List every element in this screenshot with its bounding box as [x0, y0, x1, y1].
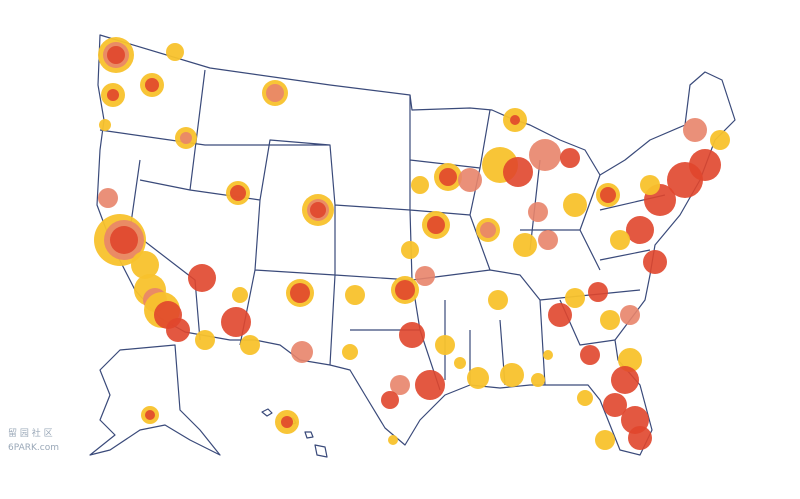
location-dot	[565, 288, 585, 308]
location-dot	[626, 216, 654, 244]
location-dot	[611, 366, 639, 394]
location-dot	[401, 241, 419, 259]
location-dot	[600, 310, 620, 330]
mainland-border	[96, 34, 736, 456]
location-dot	[560, 148, 580, 168]
location-dot	[503, 157, 533, 187]
location-dot	[166, 318, 190, 342]
location-dot	[188, 264, 216, 292]
location-dot	[290, 283, 310, 303]
location-dot	[388, 435, 398, 445]
location-dot	[98, 188, 118, 208]
location-dot	[415, 370, 445, 400]
location-dot	[195, 330, 215, 350]
location-dot	[345, 285, 365, 305]
location-dot	[240, 335, 260, 355]
location-dot	[538, 230, 558, 250]
location-dot	[395, 280, 415, 300]
location-dot	[603, 393, 627, 417]
location-dot	[439, 168, 457, 186]
location-dot	[640, 175, 660, 195]
location-dot	[411, 176, 429, 194]
location-dot	[620, 305, 640, 325]
location-dot	[628, 426, 652, 450]
location-dot	[166, 43, 184, 61]
location-dot	[281, 416, 293, 428]
location-dot	[180, 132, 192, 144]
us-outline	[89, 34, 736, 458]
location-dot	[531, 373, 545, 387]
location-dot	[513, 233, 537, 257]
dots	[94, 37, 730, 450]
location-dot	[145, 410, 155, 420]
location-dot	[232, 287, 248, 303]
location-dot	[415, 266, 435, 286]
location-dot	[595, 430, 615, 450]
location-dot	[548, 303, 572, 327]
alaska	[89, 344, 221, 456]
location-dot	[467, 367, 489, 389]
location-dot	[480, 222, 496, 238]
location-dot	[600, 187, 616, 203]
location-dot	[577, 390, 593, 406]
location-dot	[454, 357, 466, 369]
location-dot	[131, 251, 159, 279]
state-lines	[99, 69, 666, 391]
location-dot	[107, 46, 125, 64]
location-dot	[610, 230, 630, 250]
location-dot	[381, 391, 399, 409]
location-dot	[689, 149, 721, 181]
location-dot	[588, 282, 608, 302]
location-dot	[107, 89, 119, 101]
watermark-line2: 6PARK.com	[8, 443, 59, 453]
location-dot	[580, 345, 600, 365]
location-dot	[230, 185, 246, 201]
location-dot	[291, 341, 313, 363]
location-dot	[145, 78, 159, 92]
location-dot	[435, 335, 455, 355]
location-dot	[563, 193, 587, 217]
location-dot	[510, 115, 520, 125]
location-dot	[618, 348, 642, 372]
location-dot	[529, 139, 561, 171]
watermark-line1: 留 园 社 区	[8, 427, 53, 439]
location-dot	[110, 226, 138, 254]
location-dot	[399, 322, 425, 348]
location-dot	[528, 202, 548, 222]
location-dot	[390, 375, 410, 395]
location-dot	[427, 216, 445, 234]
location-dot	[488, 290, 508, 310]
location-dot	[342, 344, 358, 360]
location-dot	[458, 168, 482, 192]
location-dot	[500, 363, 524, 387]
location-dot	[221, 307, 251, 337]
location-dot	[710, 130, 730, 150]
location-dot	[683, 118, 707, 142]
location-dot	[543, 350, 553, 360]
location-dot	[310, 202, 326, 218]
location-dot	[266, 84, 284, 102]
location-dot	[99, 119, 111, 131]
location-dot	[643, 250, 667, 274]
